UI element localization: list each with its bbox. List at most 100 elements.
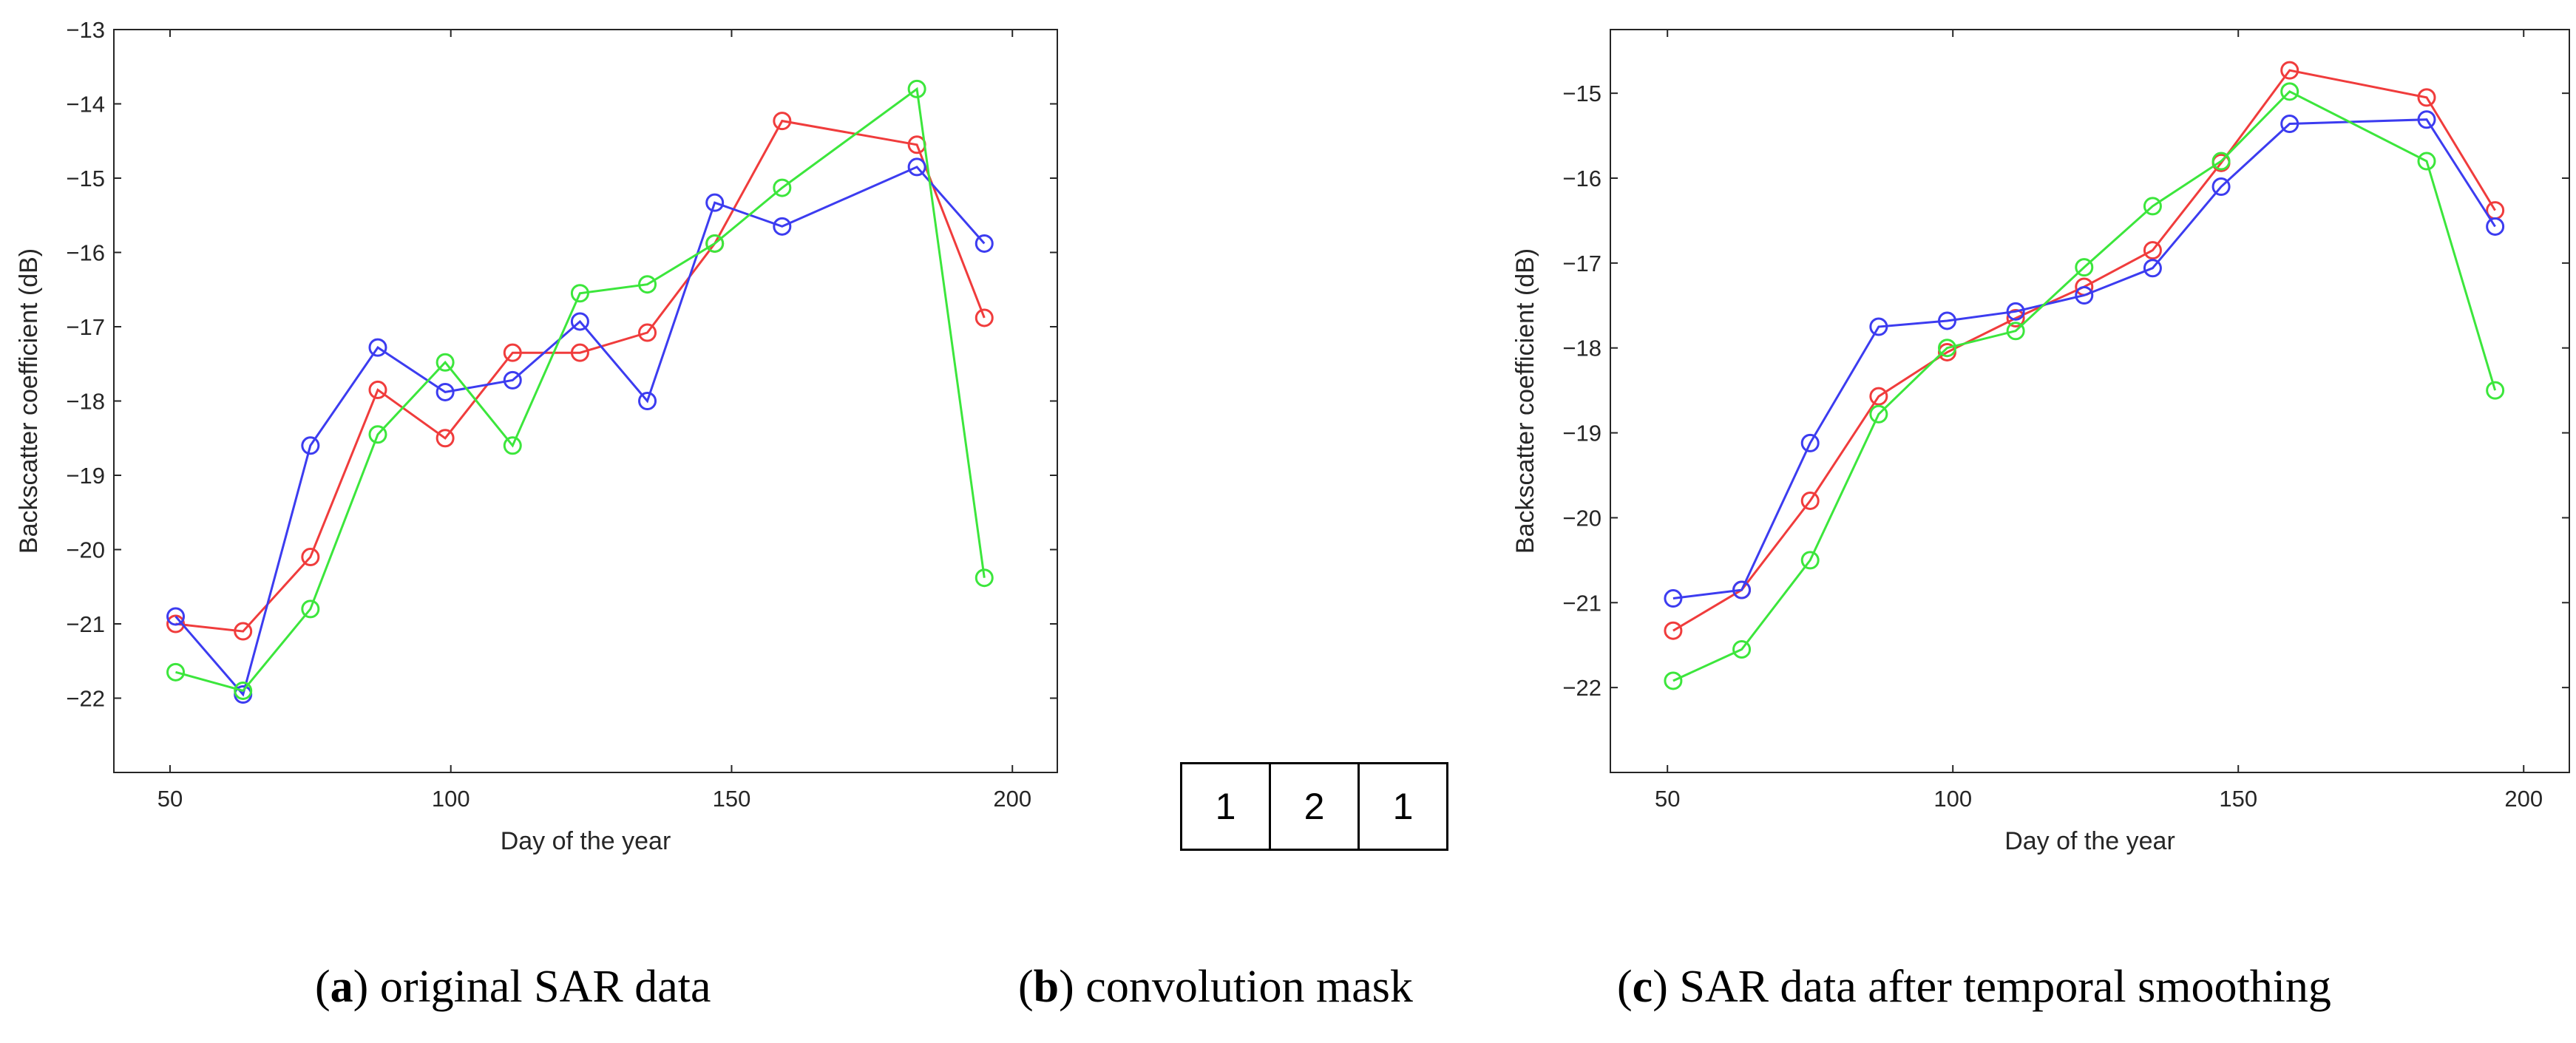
y-tick-label: −20 <box>1562 505 1601 531</box>
data-point-green <box>2417 152 2436 171</box>
data-point-blue <box>301 436 320 455</box>
data-point-blue <box>368 338 387 357</box>
plot-frame <box>113 29 1058 773</box>
data-point-blue <box>1664 589 1683 608</box>
y-tick-label: −21 <box>66 611 105 637</box>
data-point-green <box>2006 322 2025 341</box>
caption-b-letter: b <box>1033 962 1060 1012</box>
caption-a-text: original SAR data <box>368 962 711 1012</box>
caption-a-letter: a <box>330 962 353 1012</box>
data-point-blue <box>773 217 792 236</box>
y-tick-label: −18 <box>1562 336 1601 361</box>
y-tick-label: −18 <box>66 389 105 415</box>
data-point-red <box>638 323 657 342</box>
data-point-blue <box>2006 302 2025 321</box>
y-tick-label: −17 <box>66 314 105 340</box>
data-point-blue <box>705 193 725 212</box>
data-point-green <box>435 353 455 372</box>
data-point-green <box>570 284 589 303</box>
data-point-red <box>234 622 253 641</box>
data-point-green <box>975 568 994 588</box>
y-tick-label: −22 <box>1562 675 1601 701</box>
data-point-red <box>2006 309 2025 328</box>
x-axis-label: Day of the year <box>501 827 671 855</box>
y-tick-label: −22 <box>66 686 105 712</box>
x-tick-label: 50 <box>157 786 183 812</box>
x-tick-label: 100 <box>1933 786 1972 812</box>
series-line-blue <box>174 166 986 697</box>
data-point-blue <box>2417 110 2436 129</box>
caption-b-text: convolution mask <box>1074 962 1413 1012</box>
data-point-red <box>2417 88 2436 107</box>
y-tick-label: −15 <box>1562 81 1601 106</box>
mask-cell-1: 1 <box>1215 786 1236 827</box>
data-point-red <box>301 548 320 567</box>
data-point-blue <box>1869 317 1888 336</box>
y-tick-label: −19 <box>66 463 105 489</box>
data-point-blue <box>975 234 994 253</box>
y-tick-label: −16 <box>66 240 105 266</box>
y-axis-label: Backscatter coefficient (dB) <box>1511 248 1539 554</box>
caption-c: (c) SAR data after temporal smoothing <box>1617 962 2331 1012</box>
mask-cell-3: 1 <box>1358 764 1446 849</box>
data-point-red <box>1800 491 1820 510</box>
data-point-green <box>503 436 522 455</box>
data-point-blue <box>2075 286 2094 305</box>
data-point-blue <box>1732 580 1752 599</box>
data-point-blue <box>907 157 926 177</box>
y-tick-label: −21 <box>1562 590 1601 616</box>
caption-a: (a) original SAR data <box>315 962 711 1012</box>
data-point-red <box>368 380 387 399</box>
y-tick-label: −15 <box>66 166 105 191</box>
data-point-green <box>1869 404 1888 424</box>
data-point-blue <box>570 312 589 331</box>
data-point-green <box>1937 339 1956 358</box>
series-line-red <box>175 119 986 633</box>
data-point-green <box>2143 197 2162 216</box>
data-point-blue <box>1937 311 1956 330</box>
x-tick-label: 200 <box>993 786 1031 812</box>
plot-frame <box>1610 29 2570 773</box>
x-tick-label: 50 <box>1655 786 1680 812</box>
data-point-red <box>975 308 994 327</box>
data-point-blue <box>1800 433 1820 452</box>
data-point-green <box>2486 381 2505 400</box>
data-point-red <box>166 614 186 633</box>
convolution-mask: 1 2 1 <box>1180 762 1448 851</box>
data-point-green <box>1800 551 1820 570</box>
data-point-blue <box>166 607 186 626</box>
y-tick-label: −19 <box>1562 421 1601 446</box>
data-point-green <box>2211 152 2231 171</box>
caption-c-text: SAR data after temporal smoothing <box>1667 962 2331 1012</box>
series-line-green <box>175 86 986 693</box>
data-point-blue <box>2486 217 2505 236</box>
data-point-blue <box>2143 259 2162 278</box>
data-point-green <box>301 599 320 619</box>
data-point-green <box>1664 671 1683 690</box>
data-point-blue <box>435 382 455 401</box>
data-point-red <box>570 343 589 362</box>
data-point-green <box>2075 258 2094 277</box>
data-point-green <box>234 681 253 700</box>
y-tick-label: −20 <box>66 537 105 563</box>
y-tick-label: −17 <box>1562 251 1601 276</box>
data-point-green <box>773 178 792 197</box>
data-point-red <box>773 112 792 131</box>
data-point-red <box>2280 61 2299 80</box>
y-tick-label: −14 <box>66 92 105 118</box>
caption-c-letter: c <box>1632 962 1653 1012</box>
x-tick-label: 200 <box>2504 786 2543 812</box>
y-axis-label: Backscatter coefficient (dB) <box>15 248 43 554</box>
data-point-green <box>638 275 657 294</box>
chart-smoothed-sar: 50 100 150 200 −22 −21 −20 −19 −18 −17 −16 −15 Day o… <box>1511 29 2570 855</box>
data-point-red <box>1664 621 1683 640</box>
mask-cell-2: 2 <box>1269 764 1358 849</box>
x-tick-label: 150 <box>2219 786 2257 812</box>
data-point-green <box>2280 82 2299 101</box>
data-point-green <box>907 79 926 98</box>
data-point-blue <box>503 370 522 390</box>
series-line-blue <box>1672 118 2496 599</box>
data-point-green <box>705 234 725 253</box>
data-point-red <box>1869 387 1888 406</box>
y-tick-label: −13 <box>66 17 105 43</box>
